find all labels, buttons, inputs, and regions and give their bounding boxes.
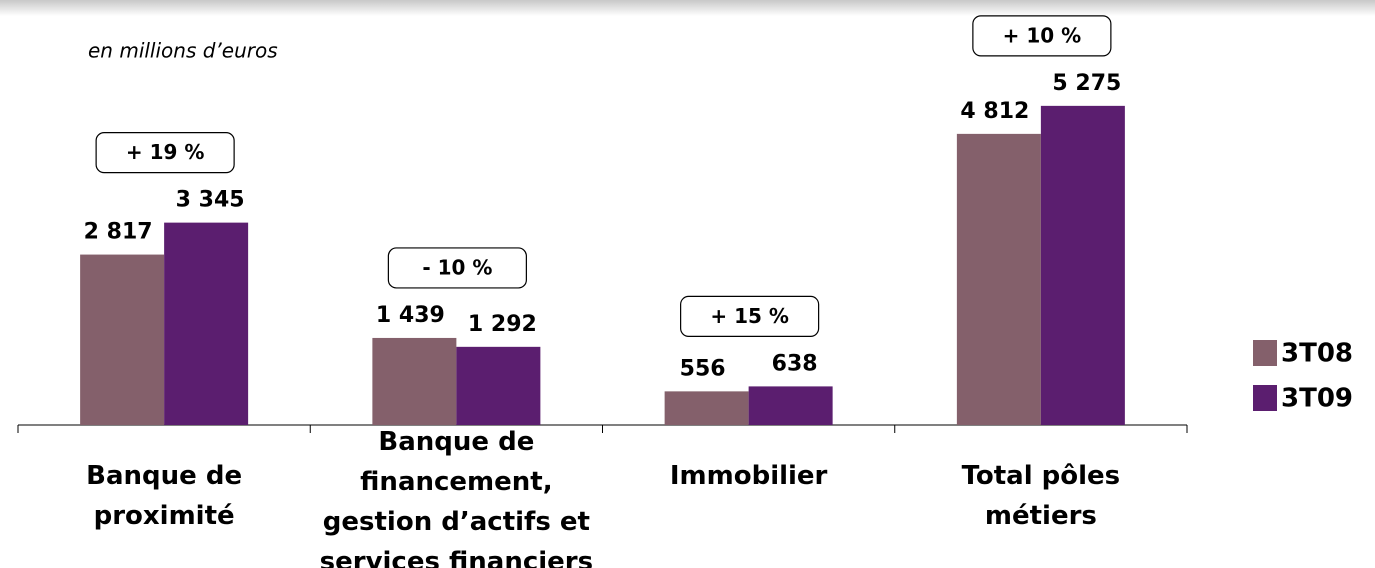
x-tick-label-line: Immobilier	[669, 461, 828, 491]
annotation-box	[387, 247, 527, 289]
value-label: 638	[772, 351, 818, 376]
bar	[956, 133, 1041, 425]
value-label: 5 275	[1052, 71, 1121, 96]
x-tick-label-line: Total pôles	[961, 461, 1121, 491]
bar	[664, 391, 749, 425]
bar	[80, 254, 165, 425]
x-tick-label-line: services financiers	[319, 547, 594, 568]
x-tick-label: Total pôles métiers	[891, 456, 1191, 536]
value-label: 556	[680, 356, 726, 381]
value-label: 1 292	[468, 312, 537, 337]
x-tick-label: Immobilier	[599, 456, 899, 496]
annotation: + 10 %	[1003, 23, 1082, 47]
value-label: 2 817	[84, 220, 153, 245]
x-tick-label-line: Banque de	[378, 427, 535, 457]
x-tick-label-line: proximité	[93, 501, 235, 531]
x-tick-label-line: gestion d’actifs et	[322, 507, 590, 537]
bar	[748, 386, 833, 425]
value-label: 4 812	[960, 99, 1029, 124]
bar	[372, 337, 457, 425]
value-label: 3 345	[176, 188, 245, 213]
annotation-box	[95, 132, 235, 174]
legend-swatch	[1253, 340, 1277, 366]
legend-label: 3T09	[1281, 384, 1353, 414]
x-tick-label-line: métiers	[984, 501, 1097, 531]
subtitle: en millions d’euros	[88, 39, 278, 63]
annotation: + 15 %	[710, 304, 789, 328]
x-tick-label: Banque de financement, gestion d’actifs et…	[306, 422, 606, 568]
annotation-box	[680, 295, 820, 338]
value-label: 1 439	[376, 303, 445, 328]
annotation: + 19 %	[126, 140, 205, 164]
x-tick-label-line: financement,	[360, 467, 553, 497]
top-band	[0, 0, 1375, 16]
bar	[164, 222, 249, 425]
bar	[456, 346, 541, 425]
legend-swatch	[1253, 385, 1277, 411]
legend-label: 3T08	[1281, 339, 1353, 369]
x-tick-label: Banque de proximité	[14, 456, 314, 536]
x-tick-label-line: Banque de	[86, 461, 243, 491]
annotation: - 10 %	[422, 255, 492, 279]
bar	[1040, 105, 1125, 426]
annotation-box	[972, 15, 1112, 57]
